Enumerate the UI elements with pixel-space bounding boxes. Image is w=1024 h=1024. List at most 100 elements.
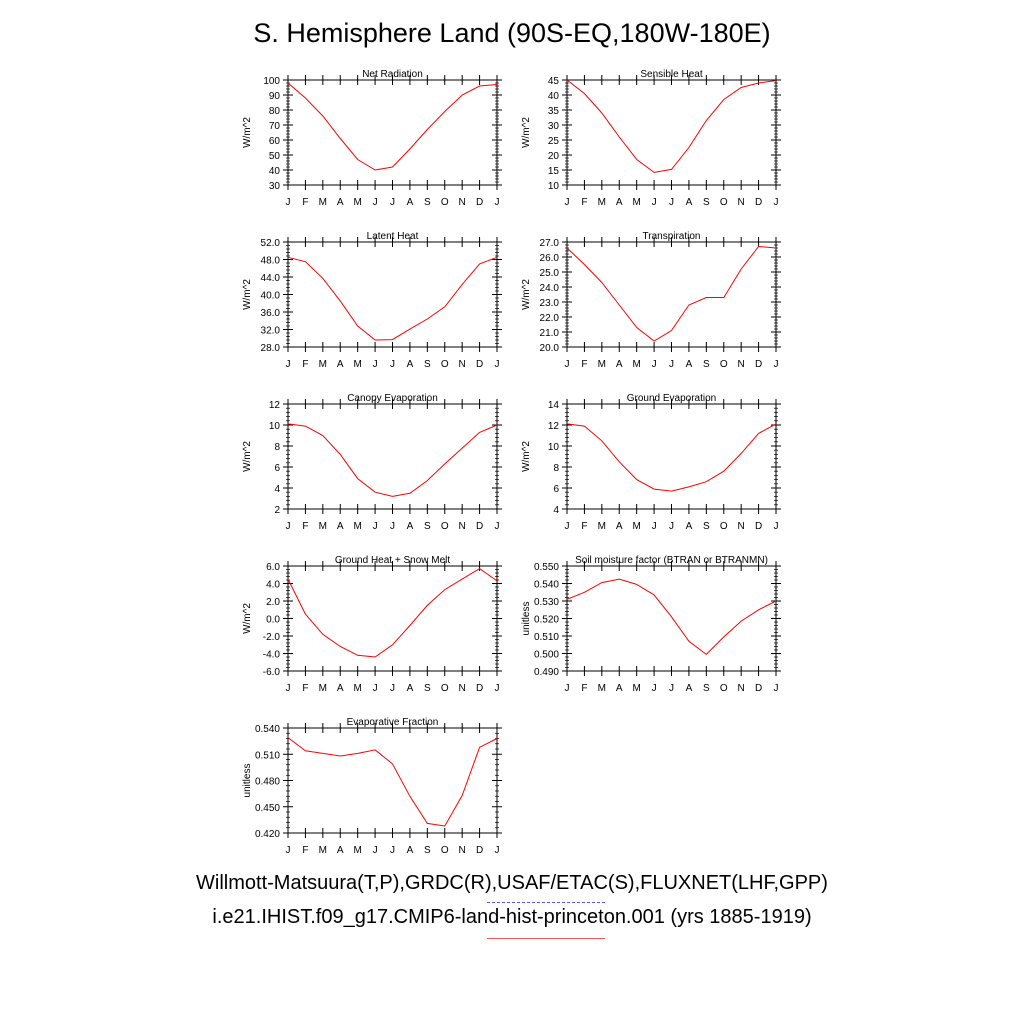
x-tick-label: F (581, 683, 587, 694)
x-tick-label: M (598, 197, 606, 208)
panel-frame (287, 403, 498, 510)
x-tick-label: M (632, 683, 640, 694)
x-tick-label: A (616, 197, 623, 208)
y-tick-label: 0.530 (534, 597, 559, 608)
y-axis-label: W/m^2 (242, 279, 253, 310)
y-axis-label: unitless (521, 602, 532, 636)
x-tick-label: N (459, 683, 466, 694)
y-axis-label: W/m^2 (242, 603, 253, 634)
x-tick-label: J (565, 197, 570, 208)
y-tick-label: 0.550 (534, 562, 559, 573)
y-tick-label: 100 (263, 76, 280, 87)
x-tick-label: M (353, 845, 361, 856)
x-tick-label: J (373, 359, 378, 370)
panel-frame (566, 241, 777, 348)
x-tick-label: N (459, 197, 466, 208)
x-tick-label: J (373, 845, 378, 856)
series-line (287, 82, 498, 171)
x-tick-label: S (424, 683, 431, 694)
x-tick-label: A (407, 521, 414, 532)
x-tick-label: O (720, 683, 728, 694)
y-tick-label: 40 (548, 91, 560, 102)
x-tick-label: J (495, 683, 500, 694)
y-tick-label: 30 (548, 121, 560, 132)
x-tick-label: N (738, 521, 745, 532)
x-tick-label: F (302, 197, 308, 208)
x-tick-label: J (495, 359, 500, 370)
y-tick-label: 20.0 (540, 343, 560, 354)
x-tick-label: O (441, 683, 449, 694)
panel-title: Transpiration (643, 231, 701, 242)
y-tick-label: 0.480 (255, 777, 280, 788)
x-tick-label: J (774, 359, 779, 370)
x-tick-label: J (286, 845, 291, 856)
x-tick-label: J (495, 845, 500, 856)
x-tick-label: M (598, 359, 606, 370)
x-tick-label: J (286, 359, 291, 370)
y-tick-label: 45 (548, 76, 560, 87)
x-tick-label: O (441, 197, 449, 208)
y-tick-label: 32.0 (261, 326, 281, 337)
x-tick-label: J (286, 521, 291, 532)
x-tick-label: A (616, 359, 623, 370)
x-tick-label: F (581, 359, 587, 370)
x-tick-label: F (302, 683, 308, 694)
y-tick-label: 24.0 (540, 283, 560, 294)
x-tick-label: J (652, 521, 657, 532)
x-tick-label: M (319, 845, 327, 856)
y-tick-label: 60 (269, 136, 281, 147)
y-tick-label: 27.0 (540, 238, 560, 249)
x-tick-label: D (476, 521, 483, 532)
panel-title: Soil moisture factor (BTRAN or BTRANMN) (575, 555, 768, 566)
x-tick-label: F (302, 521, 308, 532)
y-tick-label: 44.0 (261, 273, 281, 284)
x-tick-label: A (616, 521, 623, 532)
x-tick-label: M (319, 359, 327, 370)
x-tick-label: J (774, 197, 779, 208)
y-tick-label: 0.540 (534, 580, 559, 591)
panel-title: Canopy Evaporation (347, 393, 438, 404)
x-tick-label: J (565, 359, 570, 370)
legend-model-label: i.e21.IHIST.f09_g17.CMIP6-land-hist-prin… (212, 906, 812, 928)
x-tick-label: J (390, 359, 395, 370)
y-tick-label: 15 (548, 166, 560, 177)
y-tick-label: 0.510 (255, 750, 280, 761)
x-tick-label: J (495, 521, 500, 532)
x-tick-label: S (703, 683, 710, 694)
x-tick-label: D (755, 359, 762, 370)
panel-frame (566, 403, 777, 510)
x-tick-label: A (337, 197, 344, 208)
y-tick-label: 0.490 (534, 667, 559, 678)
x-tick-label: N (459, 359, 466, 370)
x-tick-label: A (337, 359, 344, 370)
x-tick-label: J (669, 521, 674, 532)
x-tick-label: S (424, 197, 431, 208)
x-tick-label: N (738, 359, 745, 370)
x-tick-label: J (565, 683, 570, 694)
x-tick-label: J (390, 683, 395, 694)
y-tick-label: 8 (553, 463, 559, 474)
x-tick-label: F (581, 197, 587, 208)
x-tick-label: A (686, 197, 693, 208)
x-tick-label: S (424, 521, 431, 532)
x-tick-label: J (652, 683, 657, 694)
y-tick-label: 30 (269, 181, 281, 192)
y-tick-label: 0.510 (534, 632, 559, 643)
x-tick-label: M (632, 521, 640, 532)
y-tick-label: 8 (274, 442, 280, 453)
x-tick-label: J (286, 197, 291, 208)
x-tick-label: O (441, 521, 449, 532)
x-tick-label: J (373, 521, 378, 532)
panel-frame (287, 727, 498, 834)
y-tick-label: 4.0 (266, 580, 280, 591)
y-axis-label: W/m^2 (242, 117, 253, 148)
y-tick-label: 52.0 (261, 238, 281, 249)
x-tick-label: D (476, 359, 483, 370)
series-line (566, 578, 777, 656)
panel-frame (287, 241, 498, 348)
y-tick-label: 12 (548, 421, 560, 432)
legend-observations-swatch (487, 902, 605, 903)
x-tick-label: N (459, 845, 466, 856)
x-tick-label: J (373, 197, 378, 208)
y-tick-label: 40.0 (261, 291, 281, 302)
